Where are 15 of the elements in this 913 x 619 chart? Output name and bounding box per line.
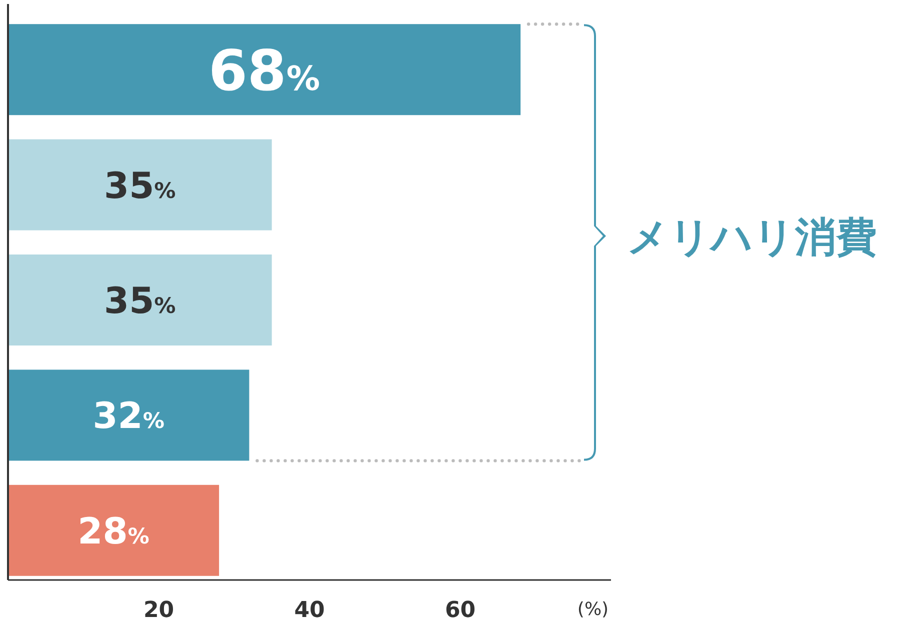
bar [8,139,272,230]
bar [8,370,250,461]
data-label: 35% [104,166,176,207]
data-label: 68% [208,38,320,104]
bar [8,484,220,576]
x-tick-label: 60 [444,598,476,619]
bar [8,254,272,346]
bar [8,24,521,116]
x-tick-label: 20 [143,598,174,619]
data-label: 32% [92,396,164,438]
data-label: 28% [78,511,150,552]
text: メリハリ消費 [627,213,877,261]
x-axis-title: (%) [577,599,609,619]
x-tick-label: 40 [294,598,325,619]
data-label: 35% [104,280,176,322]
